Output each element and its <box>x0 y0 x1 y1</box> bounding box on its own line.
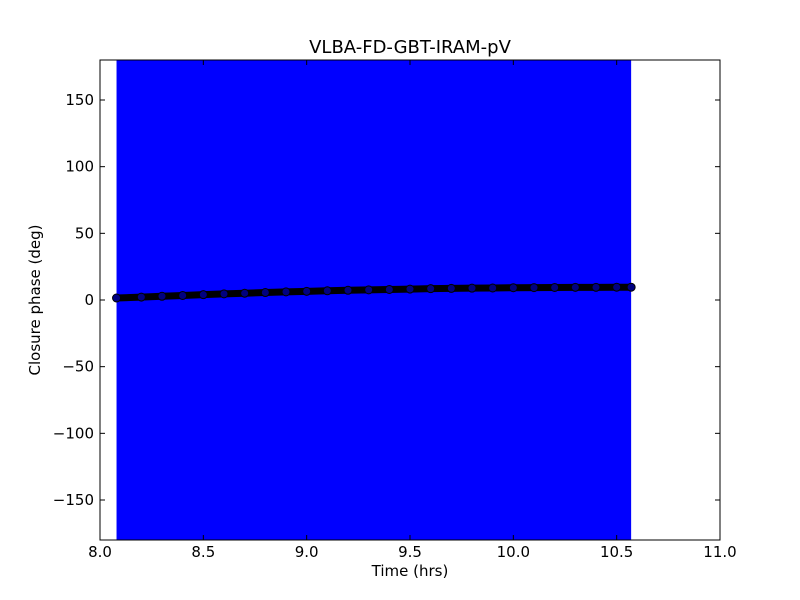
data-point <box>508 283 518 293</box>
x-tick-label: 10.0 <box>497 543 530 561</box>
x-tick-label: 8.5 <box>191 543 215 561</box>
x-tick-label: 8.0 <box>88 543 112 561</box>
data-point <box>405 284 415 294</box>
x-tick-label: 9.0 <box>295 543 319 561</box>
plot-area: 8.0 8.5 9.0 9.5 10.0 10.5 11.0 −150 −100 −50 0 50 10… <box>53 59 737 561</box>
data-point <box>529 283 539 293</box>
y-tick-label: 0 <box>84 291 94 309</box>
data-point <box>570 282 580 292</box>
data-point <box>488 283 498 293</box>
data-point <box>426 284 436 294</box>
x-tick-label: 9.5 <box>398 543 422 561</box>
data-point <box>157 291 167 301</box>
data-point <box>260 288 270 298</box>
error-band <box>116 60 632 540</box>
data-point <box>384 284 394 294</box>
y-tick-label: 50 <box>75 224 94 242</box>
data-point <box>219 289 229 299</box>
data-point <box>467 283 477 293</box>
y-axis-label: Closure phase (deg) <box>26 225 44 376</box>
data-point <box>198 290 208 300</box>
y-tick-label: −50 <box>62 358 94 376</box>
y-tick-label: 150 <box>65 91 94 109</box>
data-point <box>591 282 601 292</box>
data-point <box>343 285 353 295</box>
chart-title: VLBA-FD-GBT-IRAM-pV <box>309 37 511 58</box>
data-point <box>240 288 250 298</box>
y-tick-label: −100 <box>53 424 94 442</box>
data-point <box>112 293 122 303</box>
data-point <box>302 286 312 296</box>
data-point <box>446 283 456 293</box>
data-point <box>626 282 636 292</box>
data-point <box>322 286 332 296</box>
data-point <box>612 282 622 292</box>
x-tick-label: 11.0 <box>703 543 736 561</box>
data-point <box>281 287 291 297</box>
x-axis-label: Time (hrs) <box>371 562 449 580</box>
data-point <box>136 292 146 302</box>
y-tick-label: 100 <box>65 158 94 176</box>
data-point <box>178 290 188 300</box>
data-point <box>550 282 560 292</box>
x-tick-label: 10.5 <box>600 543 633 561</box>
data-point <box>364 285 374 295</box>
y-tick-label: −150 <box>53 491 94 509</box>
